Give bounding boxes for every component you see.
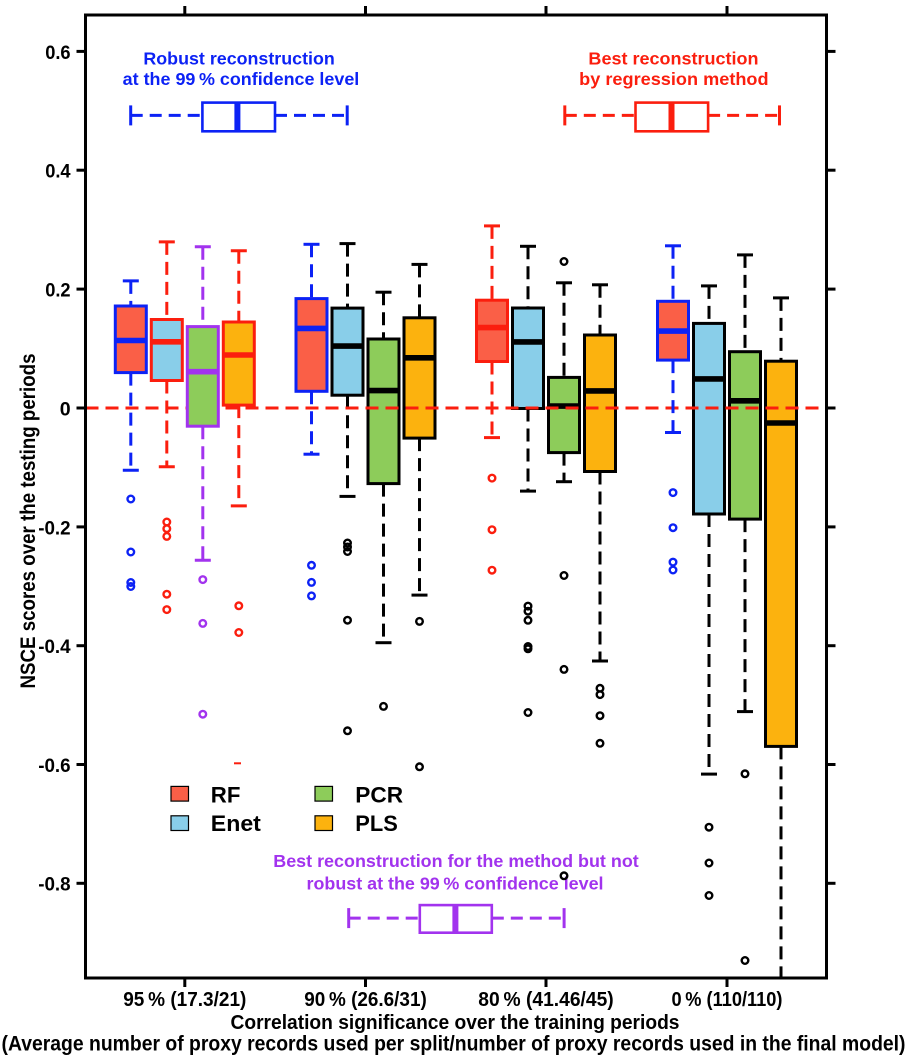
- svg-text:0.4: 0.4: [45, 161, 70, 183]
- svg-text:Correlation significance over: Correlation significance over the traini…: [231, 1012, 680, 1034]
- svg-text:robust at the 99 % confidence: robust at the 99 % confidence level: [307, 874, 604, 894]
- svg-text:-0.6: -0.6: [38, 755, 70, 777]
- svg-text:0.6: 0.6: [45, 42, 70, 64]
- svg-text:at the 99 % confidence level: at the 99 % confidence level: [123, 69, 360, 89]
- svg-text:-0.8: -0.8: [38, 874, 70, 896]
- svg-text:PLS: PLS: [355, 811, 398, 836]
- svg-text:95 % (17.3/21): 95 % (17.3/21): [123, 989, 246, 1011]
- svg-text:-0.2: -0.2: [38, 517, 70, 539]
- svg-text:0: 0: [60, 398, 71, 420]
- svg-text:Enet: Enet: [211, 811, 262, 836]
- svg-text:NSCE scores over the testing p: NSCE scores over the testing periods: [17, 353, 40, 688]
- svg-text:RF: RF: [211, 783, 241, 808]
- svg-text:by regression method: by regression method: [579, 69, 768, 89]
- svg-text:0 % (110/110): 0 % (110/110): [672, 989, 783, 1011]
- svg-text:(Average number of proxy recor: (Average number of proxy records used pe…: [2, 1032, 906, 1056]
- svg-text:Best reconstruction: Best reconstruction: [588, 48, 758, 68]
- svg-text:0.2: 0.2: [45, 280, 70, 302]
- svg-text:90 % (26.6/31): 90 % (26.6/31): [304, 989, 427, 1011]
- svg-text:-0.4: -0.4: [38, 636, 70, 658]
- svg-text:Robust reconstruction: Robust reconstruction: [143, 48, 334, 68]
- svg-text:Best reconstruction for the me: Best reconstruction for the method but n…: [273, 851, 639, 871]
- svg-text:PCR: PCR: [355, 783, 403, 808]
- svg-text:80 % (41.46/45): 80 % (41.46/45): [478, 989, 613, 1011]
